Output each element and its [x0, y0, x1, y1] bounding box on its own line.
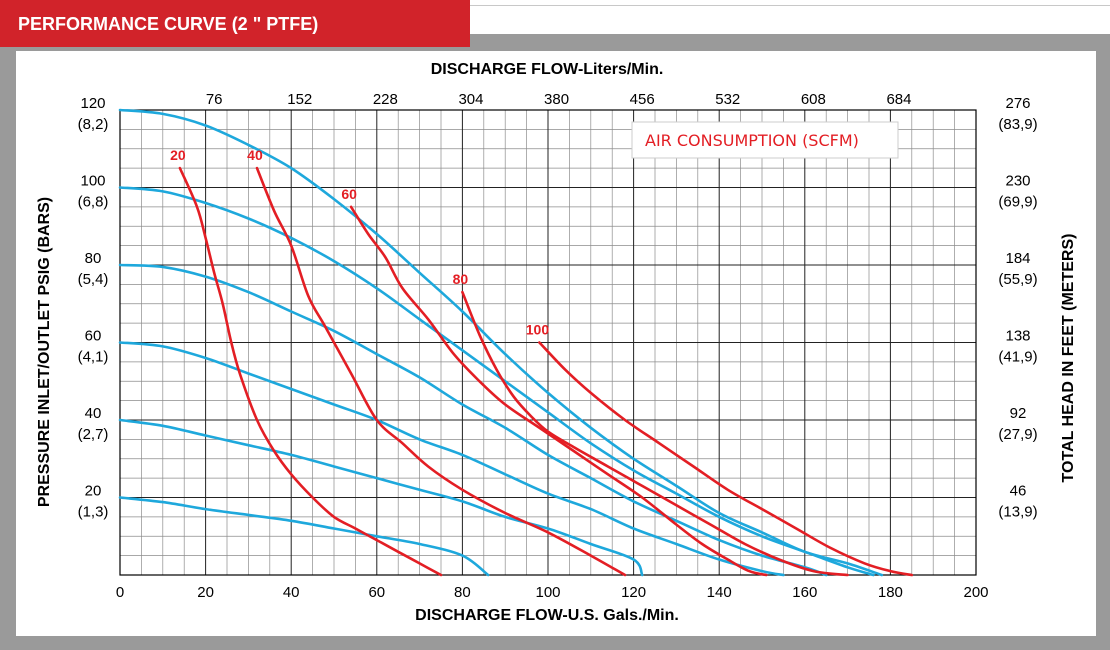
y-tick-bar-label: (1,3) — [78, 504, 109, 521]
y-tick-bar-label: (5,4) — [78, 271, 109, 288]
y2-tick-meter-label: (41,9) — [998, 349, 1037, 366]
x2-tick-label: 152 — [287, 91, 312, 108]
y-tick-label: 100 — [80, 173, 105, 190]
y2-tick-label: 276 — [1005, 95, 1030, 112]
pressure-curve — [118, 341, 785, 577]
x-tick-label: 80 — [454, 584, 471, 601]
air-curve-label: 100 — [526, 322, 550, 338]
x2-tick-label: 304 — [458, 91, 483, 108]
y-tick-label: 60 — [85, 328, 102, 345]
air-consumption-curve — [461, 290, 849, 577]
x-tick-label: 120 — [621, 584, 646, 601]
legend-label: AIR CONSUMPTION (SCFM) — [645, 131, 859, 150]
air-curve-label: 40 — [247, 147, 263, 163]
x2-tick-label: 228 — [373, 91, 398, 108]
y2-tick-label: 46 — [1010, 483, 1027, 500]
pressure-curve — [118, 418, 644, 577]
x2-tick-label: 380 — [544, 91, 569, 108]
x-tick-label: 0 — [116, 584, 124, 601]
air-consumption-curves: 20 40 60 80 100 — [170, 147, 914, 577]
air-curve-label: 60 — [341, 186, 357, 202]
y2-tick-label: 92 — [1010, 405, 1027, 422]
x-tick-label: 180 — [878, 584, 903, 601]
x2-tick-label: 456 — [630, 91, 655, 108]
top-rule — [0, 5, 1110, 6]
air-curve-label: 20 — [170, 147, 186, 163]
x-axis-title: DISCHARGE FLOW-U.S. Gals./Min. — [415, 607, 679, 624]
air-consumption-legend: AIR CONSUMPTION (SCFM) — [631, 121, 899, 159]
pressure-curves — [118, 108, 884, 577]
pressure-curve — [118, 496, 490, 577]
y2-tick-meter-label: (83,9) — [998, 116, 1037, 133]
x-tick-label: 200 — [963, 584, 988, 601]
header-bar: PERFORMANCE CURVE (2 " PTFE) — [0, 0, 470, 47]
x2-tick-label: 608 — [801, 91, 826, 108]
x2-axis-title: DISCHARGE FLOW-Liters/Min. — [431, 61, 664, 78]
x-tick-label: 100 — [535, 584, 560, 601]
air-consumption-curve — [538, 341, 914, 577]
x2-tick-label: 76 — [206, 91, 223, 108]
x2-tick-label: 532 — [715, 91, 740, 108]
air-curve-label: 80 — [453, 271, 469, 287]
y-tick-label: 20 — [85, 483, 102, 500]
y-tick-bar-label: (8,2) — [78, 116, 109, 133]
x-tick-label: 140 — [707, 584, 732, 601]
y-tick-bar-label: (4,1) — [78, 349, 109, 366]
x-tick-label: 40 — [283, 584, 300, 601]
pressure-curve — [118, 186, 875, 577]
y2-tick-meter-label: (55,9) — [998, 271, 1037, 288]
y-axis-title: PRESSURE INLET/OUTLET PSIG (BARS) — [36, 197, 53, 507]
y2-tick-meter-label: (27,9) — [998, 426, 1037, 443]
x2-tick-label: 684 — [886, 91, 911, 108]
x-tick-label: 160 — [792, 584, 817, 601]
y2-tick-meter-label: (69,9) — [998, 194, 1037, 211]
air-consumption-curve — [349, 205, 768, 577]
y-tick-label: 40 — [85, 405, 102, 422]
y2-tick-label: 184 — [1005, 250, 1030, 267]
y2-tick-label: 230 — [1005, 173, 1030, 190]
page-title: PERFORMANCE CURVE (2 " PTFE) — [18, 14, 319, 34]
pressure-curve — [118, 263, 828, 577]
pressure-curve — [118, 108, 884, 577]
y-tick-label: 80 — [85, 250, 102, 267]
air-consumption-curve — [178, 166, 443, 577]
legend-box — [631, 121, 899, 159]
y-tick-bar-label: (6,8) — [78, 194, 109, 211]
y2-axis-title: TOTAL HEAD IN FEET (METERS) — [1060, 234, 1077, 483]
y-tick-label: 120 — [80, 95, 105, 112]
y2-tick-meter-label: (13,9) — [998, 504, 1037, 521]
y2-tick-label: 138 — [1005, 328, 1030, 345]
y-tick-bar-label: (2,7) — [78, 426, 109, 443]
x-tick-label: 60 — [368, 584, 385, 601]
x-tick-label: 20 — [197, 584, 214, 601]
air-consumption-curve — [255, 166, 627, 577]
axis-labels: DISCHARGE FLOW-Liters/Min. DISCHARGE FLO… — [36, 61, 1077, 624]
